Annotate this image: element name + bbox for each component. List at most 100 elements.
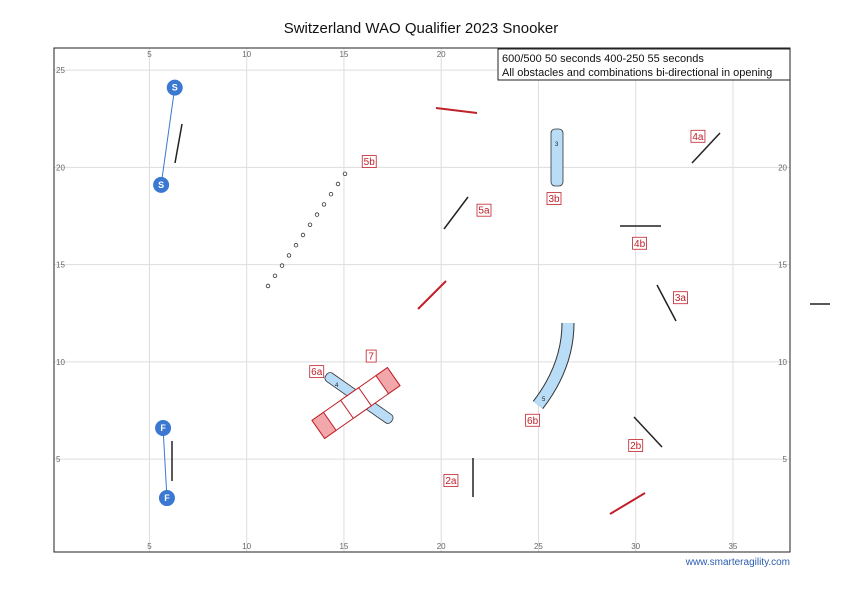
tunnel-4-number: 4 (335, 383, 339, 389)
label-2b: 2b (628, 439, 644, 452)
handler-label: S (158, 180, 164, 190)
y-tick-label-left: 15 (56, 261, 65, 270)
label-3a: 3a (673, 291, 688, 305)
grid-lines (54, 48, 790, 552)
finish-handler-line (162, 428, 168, 499)
label-5a: 5a (476, 203, 492, 217)
handler-circle (153, 176, 170, 193)
weave-pole (307, 222, 313, 227)
x-tick-label-top: 5 (147, 50, 152, 59)
label-box (628, 439, 644, 452)
label-6b: 6b (525, 413, 541, 427)
label-box (632, 236, 647, 250)
red-jump-bottom[interactable] (609, 492, 646, 515)
jump-2b[interactable] (633, 416, 663, 448)
label-5b: 5b (361, 155, 377, 168)
weave-pole (265, 283, 271, 289)
obstacle-number-labels: 5b 5a 3b 4a 4b 3a 6a 7 6b 2b 2a (309, 129, 706, 487)
course-info-box: 600/500 50 seconds 400-250 55 seconds Al… (497, 48, 791, 81)
weave-pole (321, 202, 327, 207)
label-4b: 4b (632, 236, 647, 250)
label-box (546, 192, 562, 205)
label-3b: 3b (546, 192, 562, 205)
y-tick-label-right: 5 (783, 455, 788, 464)
x-tick-label-bottom: 5 (147, 542, 152, 551)
y-tick-label-left: 10 (56, 358, 65, 367)
handler-label: S (172, 83, 178, 93)
label-text: 3b (548, 194, 560, 205)
weave-pole (300, 232, 306, 238)
x-tick-label-bottom: 25 (534, 542, 543, 551)
label-text: 4b (634, 239, 646, 250)
label-text: 5a (478, 206, 490, 217)
weave-pole (342, 171, 348, 176)
x-tick-label-bottom: 15 (339, 542, 348, 551)
label-box (690, 129, 706, 143)
weave-pole (293, 242, 299, 248)
label-box (673, 291, 688, 305)
start-marker[interactable]: S (153, 176, 170, 193)
x-tick-label-bottom: 30 (631, 542, 640, 551)
finish-marker[interactable]: F (155, 420, 172, 437)
label-2a: 2a (443, 474, 459, 487)
x-tick-label-bottom: 35 (728, 542, 737, 551)
y-tick-label-left: 20 (56, 163, 65, 172)
jump-5a[interactable] (443, 196, 469, 230)
red-jump-middle[interactable] (417, 280, 447, 310)
label-text: 5b (364, 157, 376, 168)
label-text: 3a (675, 293, 687, 304)
weave-pole (328, 191, 334, 197)
finish-marker[interactable]: F (158, 490, 175, 507)
red-jump-top[interactable] (435, 107, 478, 114)
handler-circle (155, 420, 172, 437)
weave-pole (335, 181, 341, 187)
weave-poles (265, 171, 348, 289)
label-6a: 6a (309, 365, 325, 379)
tunnel-5-number: 5 (542, 397, 546, 403)
ring-border (53, 47, 791, 553)
x-tick-label-bottom: 10 (242, 542, 251, 551)
handler-label: F (160, 423, 166, 433)
handler-circle (158, 490, 175, 507)
handler-label: F (164, 493, 170, 503)
y-tick-label-left: 5 (56, 455, 61, 464)
label-text: 6a (311, 367, 323, 378)
label-box (309, 365, 325, 379)
jump-4a[interactable] (691, 132, 721, 164)
label-text: 2a (445, 476, 457, 487)
tunnel-3-number: 3 (555, 142, 559, 148)
info-line-time: 600/500 50 seconds 400-250 55 seconds (502, 53, 704, 65)
x-tick-label-top: 10 (242, 50, 251, 59)
weave-pole (286, 253, 292, 258)
start-handler-line (160, 87, 176, 185)
course-title: Switzerland WAO Qualifier 2023 Snooker (283, 20, 559, 37)
x-tick-label-top: 20 (437, 50, 446, 59)
handler-markers: S S F F (153, 79, 183, 507)
label-4a: 4a (690, 129, 706, 143)
tunnel-5[interactable]: 5 (532, 322, 575, 409)
label-text: 4a (692, 132, 704, 143)
site-credit[interactable]: www.smarteragility.com (685, 557, 790, 568)
x-tick-label-bottom: 20 (437, 542, 446, 551)
label-text: 2b (630, 441, 642, 452)
start-marker[interactable]: S (166, 79, 183, 96)
tunnel-3[interactable]: 3 (550, 128, 564, 187)
label-box (361, 155, 377, 168)
weave-pole (314, 212, 320, 217)
y-tick-label-right: 10 (778, 358, 787, 367)
weave-pole (272, 273, 278, 278)
y-tick-label-right: 20 (778, 163, 787, 172)
jump-3a[interactable] (656, 284, 677, 322)
info-line-rules: All obstacles and combinations bi-direct… (502, 67, 772, 79)
jump-near-start[interactable] (174, 123, 183, 164)
obstacle-7-crossed-jumps[interactable] (311, 366, 401, 440)
label-text: 7 (368, 352, 374, 363)
x-tick-label-top: 15 (339, 50, 348, 59)
label-box (525, 413, 541, 427)
weave-pole (279, 263, 285, 268)
handler-circle (166, 79, 183, 96)
label-box (476, 203, 492, 217)
label-box (365, 349, 377, 363)
y-tick-label-left: 25 (56, 66, 65, 75)
